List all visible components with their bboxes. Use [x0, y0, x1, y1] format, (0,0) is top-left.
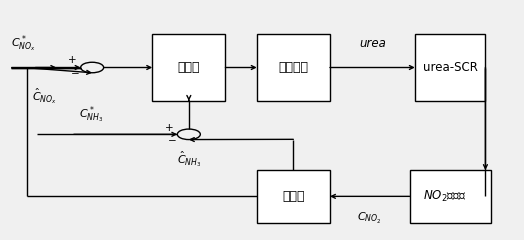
Bar — [415, 34, 485, 101]
Text: urea-SCR: urea-SCR — [423, 61, 477, 74]
Text: −: − — [71, 69, 80, 79]
Text: $\hat{C}_{NO_x}$: $\hat{C}_{NO_x}$ — [32, 87, 57, 106]
Bar — [410, 170, 490, 223]
Bar — [257, 170, 330, 223]
Text: +: + — [68, 55, 77, 65]
Text: $C^*_{NH_3}$: $C^*_{NH_3}$ — [79, 104, 104, 125]
Bar — [152, 34, 225, 101]
Text: 控制器: 控制器 — [178, 61, 200, 74]
Bar — [257, 34, 330, 101]
Text: $NO_2$传感器: $NO_2$传感器 — [423, 189, 467, 204]
Text: −: − — [168, 136, 176, 146]
Text: $C_{NO_2}$: $C_{NO_2}$ — [357, 211, 382, 226]
Text: +: + — [165, 123, 173, 133]
Text: $C^*_{NO_x}$: $C^*_{NO_x}$ — [11, 34, 36, 54]
Text: 估计器: 估计器 — [282, 190, 304, 203]
Text: $\hat{C}_{NH_3}$: $\hat{C}_{NH_3}$ — [177, 149, 201, 168]
Text: urea: urea — [359, 37, 386, 50]
Text: 尿素喷嘴: 尿素喷嘴 — [278, 61, 308, 74]
